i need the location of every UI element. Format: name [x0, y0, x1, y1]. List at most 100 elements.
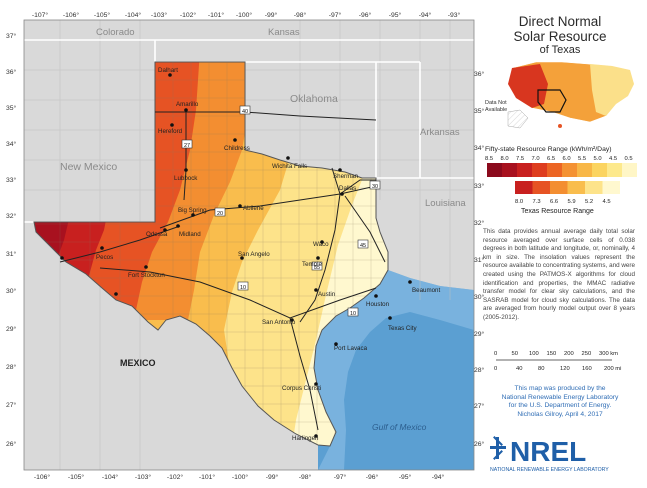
city-lubbock: Lubbock	[174, 175, 198, 182]
nrel-logo: NREL NATIONAL RENEWABLE ENERGY LABORATOR…	[490, 427, 630, 480]
title-line-1: Direct Normal	[518, 14, 602, 29]
lon-bottom-100: -100°	[232, 473, 249, 481]
legend-fifty-value-6: 5.5	[578, 156, 586, 162]
lat-left-28: 28°	[6, 363, 17, 371]
lon-bottom-99: -99°	[266, 473, 279, 481]
legend-texas-swatch-4	[585, 181, 603, 194]
title-line-2: Solar Resource	[513, 29, 607, 44]
legend: Fifty-state Resource Range (kWh/m²/Day) …	[485, 146, 637, 215]
lat-right-29: 29°	[474, 330, 485, 338]
shield-27	[181, 139, 193, 149]
legend-fifty-value-3: 7.0	[532, 156, 540, 162]
cities: Dalhart Amarillo Hereford Childress Wich…	[60, 67, 440, 442]
lon-bottom-98: -98°	[299, 473, 312, 481]
lat-left-35: 35°	[6, 104, 17, 112]
city-dot-childress	[233, 138, 237, 142]
scale-mi-5: 200 mi	[604, 366, 621, 372]
lon-top-97: -97°	[329, 11, 342, 19]
scale-km-1: 50	[512, 351, 518, 357]
scale-km-labels: 0 50 100 150 200 250 300 km	[494, 351, 618, 357]
state-label-louisiana: Louisiana	[425, 198, 466, 209]
city-san-antonio: San Antonio	[262, 319, 296, 326]
lat-left-34: 34°	[6, 140, 17, 148]
shield-35-label: 35	[314, 265, 320, 271]
legend-fifty-swatch-6	[577, 163, 592, 177]
legend-fifty-title: Fifty-state Resource Range (kWh/m²/Day)	[485, 146, 612, 153]
coastal-water	[314, 270, 474, 470]
lat-left-30: 30°	[6, 287, 17, 295]
legend-texas-value-0: 8.0	[515, 199, 523, 205]
shield-40	[239, 105, 251, 115]
map-frame	[23, 19, 475, 471]
shield-40-label: 40	[242, 109, 248, 115]
city-dot-pecos	[100, 246, 104, 250]
city-waco: Waco	[313, 241, 329, 248]
legend-fifty-swatch-5	[562, 163, 577, 177]
scale-km-4: 200	[564, 351, 574, 357]
legend-texas-value-4: 5.2	[585, 199, 593, 205]
legend-fifty-value-8: 4.5	[609, 156, 617, 162]
lon-top-99: -99°	[265, 11, 278, 19]
legend-texas-swatch-0	[515, 181, 533, 194]
city-temple: Temple	[302, 261, 323, 268]
city-dallas: Dallas	[339, 185, 356, 192]
city-corpus-christi: Corpus Christi	[282, 385, 321, 392]
city-fort-stockton: Fort Stockton	[128, 272, 165, 279]
state-label-new-mexico: New Mexico	[60, 161, 117, 173]
lat-left-29: 29°	[6, 325, 17, 333]
lon-bottom-97: -97°	[334, 473, 347, 481]
city-pecos: Pecos	[96, 254, 113, 261]
lon-bottom-104: -104°	[102, 473, 119, 481]
scale-mi-1: 40	[516, 366, 522, 372]
lon-top-106: -106°	[63, 11, 80, 19]
nrel-sun-icon	[490, 436, 506, 460]
legend-fifty-swatch-7	[592, 163, 607, 177]
inset-texas-outline	[537, 89, 567, 113]
lon-top-96: -96°	[359, 11, 372, 19]
credit-line-3: for the U.S. Department of Energy.	[508, 402, 612, 410]
city-big-spring: Big Spring	[178, 207, 207, 214]
scale-mi-0: 0	[494, 366, 497, 372]
nrel-wordmark: NREL	[510, 436, 586, 467]
city-childress: Childress	[224, 145, 250, 152]
city-hereford: Hereford	[158, 128, 183, 135]
state-label-colorado: Colorado	[96, 27, 135, 38]
lon-top-95: -95°	[389, 11, 402, 19]
legend-fifty-value-4: 6.5	[547, 156, 555, 162]
legend-fifty-swatch-1	[502, 163, 517, 177]
lat-left-26: 26°	[6, 440, 17, 448]
lat-left-37: 37°	[6, 32, 17, 40]
lat-left-36: 36°	[6, 68, 17, 76]
shield-30-label: 30	[372, 184, 378, 190]
city-dot-beaumont	[408, 280, 412, 284]
lat-right-36: 36°	[474, 70, 485, 78]
lat-left-31: 31°	[6, 250, 17, 258]
lon-bottom-94: -94°	[432, 473, 445, 481]
scale-km-5: 250	[582, 351, 592, 357]
lon-top-98: -98°	[294, 11, 307, 19]
credit-block: This map was produced by the National Re…	[490, 385, 630, 419]
lon-top-100: -100°	[236, 11, 253, 19]
city-dot-san-angelo	[240, 256, 244, 260]
city-dot-harlingen	[314, 434, 318, 438]
city-dot-texas-city	[388, 316, 392, 320]
legend-texas-value-1: 7.3	[533, 199, 541, 205]
inset-data-label-2: Available	[485, 107, 507, 113]
scale-km-2: 100	[529, 351, 539, 357]
legend-fifty-value-2: 7.5	[516, 156, 524, 162]
lat-right-33: 33°	[474, 182, 485, 190]
legend-texas-values: 8.0 7.3 6.6 5.9 5.2 4.5	[515, 199, 611, 205]
lon-top-107: -107°	[32, 11, 49, 19]
lon-bottom-105: -105°	[68, 473, 85, 481]
city-midland: Midland	[179, 231, 201, 238]
city-dot-houston	[374, 294, 378, 298]
city-beaumont: Beaumont	[412, 287, 440, 294]
legend-texas-value-2: 6.6	[550, 199, 558, 205]
lat-left-33: 33°	[6, 176, 17, 184]
city-dot-dallas	[340, 192, 344, 196]
lon-bottom-102: -102°	[167, 473, 184, 481]
legend-fifty-swatch-8	[607, 163, 622, 177]
legend-texas-value-5: 4.5	[603, 199, 611, 205]
inset-us-map: Data Not Available	[485, 61, 635, 129]
